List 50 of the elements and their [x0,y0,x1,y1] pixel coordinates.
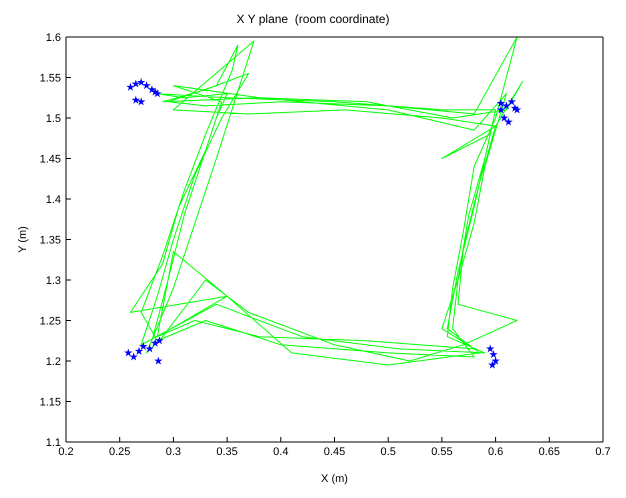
x-tick-label: 0.25 [108,446,130,458]
point [504,118,513,126]
chart-title: X Y plane (room coordinate) [236,11,390,28]
point [129,352,138,361]
x-tick-label: 0.55 [431,446,453,458]
y-axis-title: Y (m) [16,226,29,253]
y-tick-label: 1.15 [40,396,61,408]
y-tick-label: 1.5 [46,112,61,125]
y-tick-label: 1.4 [46,194,61,206]
y-tick-label: 1.55 [40,72,61,84]
point [124,348,132,356]
point [508,97,516,106]
point [136,78,146,86]
point [500,114,508,122]
x-tick-label: 0.65 [538,446,560,458]
point [132,80,140,88]
x-tick-label: 0.3 [166,446,182,458]
point [134,346,144,355]
x-tick-label: 0.2 [58,446,74,458]
x-tick-label: 0.5 [380,446,396,458]
x-tick-label: 0.35 [216,446,238,458]
point [139,342,148,350]
x-tick-label: 0.7 [595,446,611,458]
point [486,344,494,352]
x-tick-label: 0.45 [324,446,346,458]
point [136,97,146,106]
x-tick-label: 0.4 [273,446,288,458]
point [496,98,506,107]
y-tick-label: 1.3 [46,274,61,287]
point [155,336,164,344]
y-tick-label: 1.6 [46,32,61,44]
y-tick-label: 1.35 [40,234,61,246]
y-tick-label: 1.45 [40,153,61,166]
point [489,350,498,358]
point [142,81,151,90]
y-tick-label: 1.25 [40,315,61,328]
point [150,88,160,96]
x-tick-label: 0.6 [488,446,504,458]
point [126,82,135,91]
point [502,101,511,110]
x-axis-title: X (m) [321,473,348,485]
y-tick-label: 1.1 [46,436,61,449]
point [146,344,154,352]
point [491,356,500,365]
y-tick-label: 1.2 [46,356,61,368]
point [154,356,163,365]
point [488,360,497,369]
point [496,105,506,114]
line-series [130,37,523,366]
point [132,96,140,104]
